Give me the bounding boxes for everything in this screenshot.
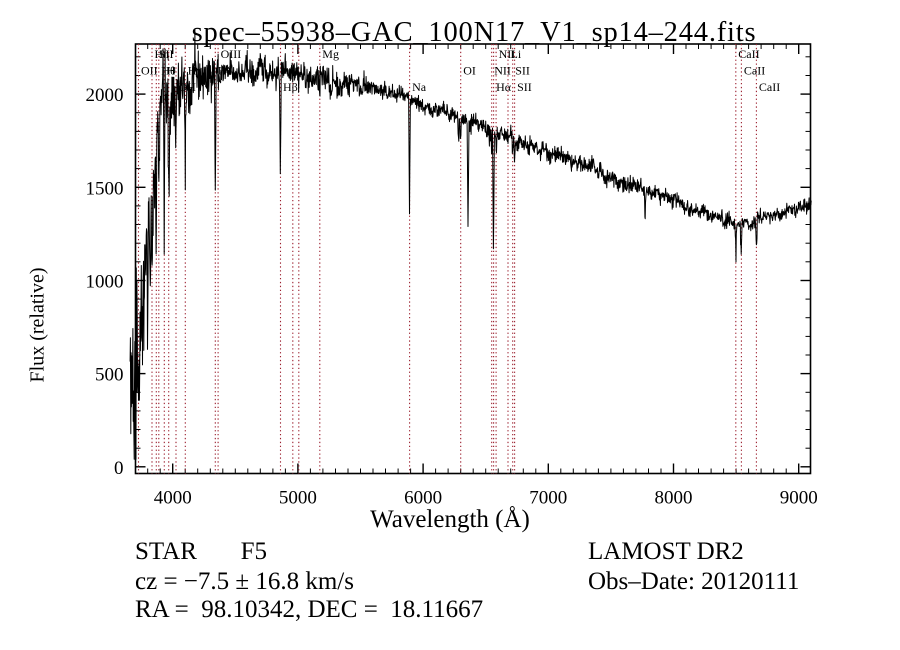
svg-text:2000: 2000 [86, 85, 124, 106]
svg-text:OII: OII [141, 64, 158, 78]
svg-text:Hβ: Hβ [283, 80, 298, 94]
svg-text:CaII: CaII [759, 80, 780, 94]
svg-text:Li: Li [511, 47, 522, 61]
svg-text:Na: Na [412, 80, 427, 94]
svg-text:SII: SII [515, 64, 530, 78]
svg-text:SII: SII [159, 47, 174, 61]
svg-text:CaII: CaII [744, 64, 765, 78]
svg-text:OIII: OIII [221, 47, 242, 61]
svg-text:1000: 1000 [86, 272, 124, 293]
svg-text:Hα: Hα [496, 80, 512, 94]
svg-text:0: 0 [114, 458, 124, 479]
svg-text:SII: SII [517, 80, 532, 94]
svg-text:1500: 1500 [86, 178, 124, 199]
svg-text:H: H [167, 64, 176, 78]
svg-text:NII: NII [494, 64, 511, 78]
svg-text:Mg: Mg [322, 47, 339, 61]
svg-text:500: 500 [95, 365, 124, 386]
svg-text:OI: OI [463, 64, 476, 78]
svg-text:CaII: CaII [738, 47, 759, 61]
